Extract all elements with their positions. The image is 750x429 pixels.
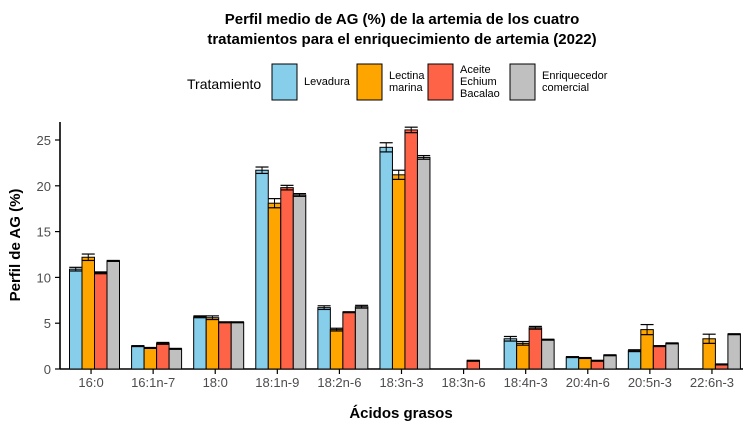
bar <box>528 327 543 370</box>
bar <box>466 360 481 370</box>
x-tick-label: 18:3n-6 <box>442 375 486 390</box>
x-tick-label: 18:3n-3 <box>379 375 423 390</box>
legend-label: Aceite Echium Bacalao <box>460 64 500 100</box>
bar <box>168 348 183 370</box>
bar <box>255 169 269 370</box>
bar <box>81 256 95 370</box>
bar <box>292 194 307 370</box>
bar <box>230 321 245 370</box>
bar <box>652 345 667 370</box>
bar <box>218 321 232 370</box>
bar <box>503 338 518 370</box>
legend-key <box>356 63 383 101</box>
bar <box>267 202 282 370</box>
bar <box>603 354 617 370</box>
bar <box>404 129 418 370</box>
legend: Tratamiento Levadura Lectina marina Aceite Ec… <box>187 63 608 101</box>
x-tick-label: 18:1n-9 <box>255 375 299 390</box>
bar <box>565 356 580 370</box>
bar <box>143 347 158 370</box>
x-tick-label: 22:6n-3 <box>690 375 734 390</box>
y-tick-label: 20 <box>37 179 51 194</box>
legend-title: Tratamiento <box>187 76 261 92</box>
bar <box>578 357 592 370</box>
x-tick-label: 18:4n-3 <box>504 375 548 390</box>
bar <box>391 174 406 370</box>
x-tick-label: 20:4n-6 <box>566 375 610 390</box>
bar <box>590 360 605 370</box>
legend-label: Levadura <box>304 76 351 88</box>
x-tick-label: 18:2n-6 <box>317 375 361 390</box>
y-tick-label: 5 <box>44 316 51 331</box>
bar <box>280 187 294 370</box>
y-tick-label: 25 <box>37 133 51 148</box>
bar <box>69 268 83 370</box>
chart-title: Perfil medio de AG (%) de la artemia de … <box>207 11 596 48</box>
y-axis-label: Perfil de AG (%) <box>7 189 24 302</box>
bar <box>131 345 145 370</box>
bar <box>640 329 654 370</box>
y-tick-label: 0 <box>44 362 51 377</box>
bar <box>627 350 642 370</box>
bar <box>205 317 220 370</box>
bar <box>541 339 555 370</box>
x-tick-label: 16:1n-7 <box>131 375 175 390</box>
bars <box>69 126 741 370</box>
bar <box>193 316 207 370</box>
legend-label: Enriquecedor comercial <box>542 70 608 94</box>
bar <box>329 329 344 370</box>
x-tick-label: 20:5n-3 <box>628 375 672 390</box>
bar <box>317 307 331 370</box>
axes: 0 5 10 15 20 25 16:0 16:1n-7 18:0 18:1n-9 18:2n-6 1… <box>37 122 743 390</box>
bar <box>342 311 356 370</box>
bar <box>727 333 741 370</box>
legend-key <box>427 63 454 101</box>
bar <box>156 342 170 370</box>
x-tick-label: 18:0 <box>203 375 228 390</box>
legend-key <box>509 63 536 101</box>
bar <box>106 260 120 370</box>
title-line-1: Perfil medio de AG (%) de la artemia de … <box>225 11 580 28</box>
legend-label: Lectina marina <box>389 70 425 94</box>
bar <box>379 146 393 370</box>
x-axis-label: Ácidos grasos <box>349 405 452 422</box>
bar <box>354 306 369 370</box>
x-tick-label: 16:0 <box>78 375 103 390</box>
legend-key <box>271 63 298 101</box>
y-tick-label: 15 <box>37 225 51 240</box>
bar <box>416 156 431 370</box>
bar <box>516 342 530 370</box>
title-line-2: tratamientos para el enriquecimiento de … <box>207 31 596 48</box>
bar <box>665 342 679 370</box>
bar <box>94 272 108 370</box>
y-tick-label: 10 <box>37 270 51 285</box>
